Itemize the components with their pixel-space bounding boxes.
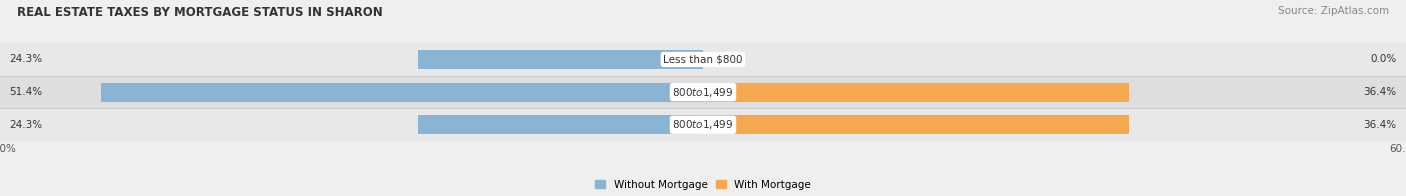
Bar — [419, 115, 703, 134]
Text: 0.0%: 0.0% — [1371, 54, 1396, 64]
Bar — [703, 83, 1129, 102]
Text: REAL ESTATE TAXES BY MORTGAGE STATUS IN SHARON: REAL ESTATE TAXES BY MORTGAGE STATUS IN … — [17, 6, 382, 19]
Bar — [703, 115, 1129, 134]
Text: $800 to $1,499: $800 to $1,499 — [672, 86, 734, 99]
Bar — [0, 76, 1406, 108]
Bar — [0, 43, 1406, 76]
Text: 51.4%: 51.4% — [10, 87, 42, 97]
Text: $800 to $1,499: $800 to $1,499 — [672, 118, 734, 131]
Text: Less than $800: Less than $800 — [664, 54, 742, 64]
Legend: Without Mortgage, With Mortgage: Without Mortgage, With Mortgage — [595, 180, 811, 190]
Text: 36.4%: 36.4% — [1364, 120, 1396, 130]
Bar — [419, 50, 703, 69]
Text: 36.4%: 36.4% — [1364, 87, 1396, 97]
Text: 24.3%: 24.3% — [10, 120, 42, 130]
Bar — [101, 83, 703, 102]
Bar — [0, 108, 1406, 141]
Text: Source: ZipAtlas.com: Source: ZipAtlas.com — [1278, 6, 1389, 16]
Text: 24.3%: 24.3% — [10, 54, 42, 64]
